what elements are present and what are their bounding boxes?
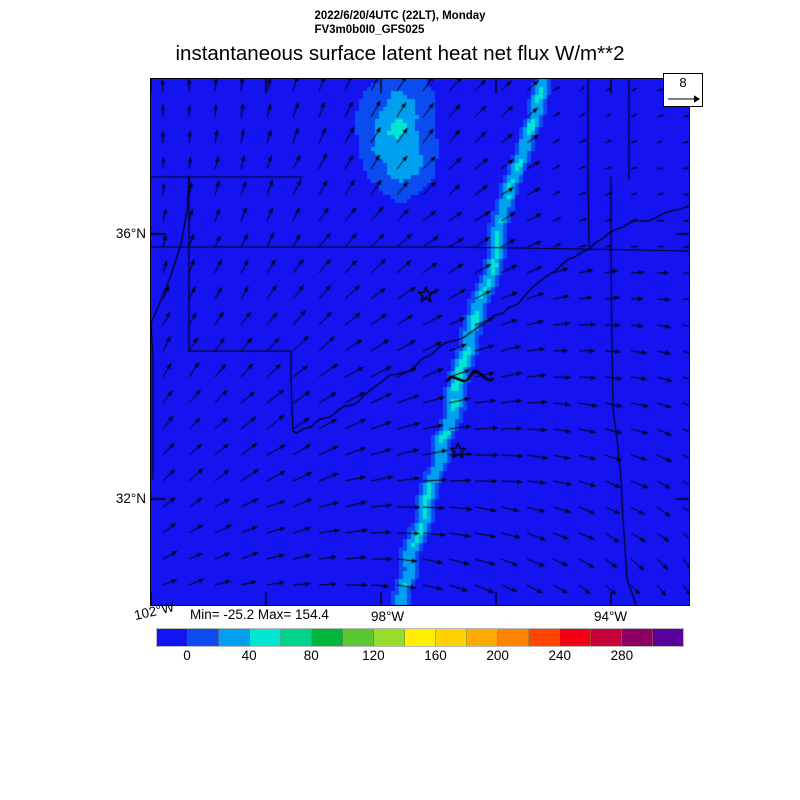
colorbar-swatch bbox=[157, 629, 188, 646]
map-plot-area[interactable] bbox=[150, 78, 690, 606]
model-label: FV3m0b0I0_GFS025 bbox=[314, 23, 425, 36]
colorbar-swatch bbox=[281, 629, 312, 646]
lon-label-94w: 94°W bbox=[594, 609, 628, 624]
minmax-label: Min= -25.2 Max= 154.4 bbox=[190, 607, 329, 622]
colorbar-tick-label: 120 bbox=[362, 648, 385, 663]
colorbar-swatch bbox=[405, 629, 436, 646]
colorbar-tick-label: 160 bbox=[424, 648, 447, 663]
colorbar-swatch bbox=[653, 629, 683, 646]
colorbar-swatch bbox=[219, 629, 250, 646]
colorbar-swatch bbox=[560, 629, 591, 646]
subtitle-block: 2022/6/20/4UTC (22LT), Monday FV3m0b0I0_… bbox=[0, 10, 800, 38]
colorbar-tick-labels: 0 40 80 120 160 200 240 280 bbox=[156, 648, 684, 666]
colorbar-tick-label: 200 bbox=[486, 648, 509, 663]
colorbar-swatch bbox=[591, 629, 622, 646]
colorbar-tick-label: 240 bbox=[548, 648, 572, 663]
lon-label-102w: 102°W bbox=[132, 599, 176, 623]
state-boundaries-overlay bbox=[151, 79, 689, 605]
colorbar-tick-label: 80 bbox=[303, 648, 319, 663]
colorbar-swatch bbox=[498, 629, 529, 646]
colorbar-swatch bbox=[312, 629, 343, 646]
lat-label-32n: 32°N bbox=[115, 491, 146, 506]
datetime-label: 2022/6/20/4UTC (22LT), Monday bbox=[314, 10, 486, 22]
colorbar-tick-label: 40 bbox=[241, 648, 257, 663]
colorbar-swatch bbox=[529, 629, 560, 646]
lon-label-98w: 98°W bbox=[371, 609, 405, 624]
colorbar-swatch bbox=[374, 629, 405, 646]
colorbar-swatch bbox=[343, 629, 374, 646]
colorbar-swatch bbox=[250, 629, 281, 646]
colorbar[interactable] bbox=[156, 628, 684, 647]
colorbar-swatch bbox=[467, 629, 498, 646]
colorbar-tick-label: 280 bbox=[610, 648, 634, 663]
colorbar-tick-label: 0 bbox=[183, 648, 191, 663]
colorbar-swatch bbox=[622, 629, 653, 646]
right-arrow-icon bbox=[668, 95, 700, 103]
colorbar-swatch bbox=[188, 629, 219, 646]
lat-label-36n: 36°N bbox=[115, 226, 146, 241]
colorbar-swatch bbox=[436, 629, 467, 646]
wind-reference-value: 8 bbox=[679, 75, 687, 90]
wind-reference-key: 8 bbox=[663, 73, 703, 107]
page-title: instantaneous surface latent heat net fl… bbox=[175, 42, 625, 65]
